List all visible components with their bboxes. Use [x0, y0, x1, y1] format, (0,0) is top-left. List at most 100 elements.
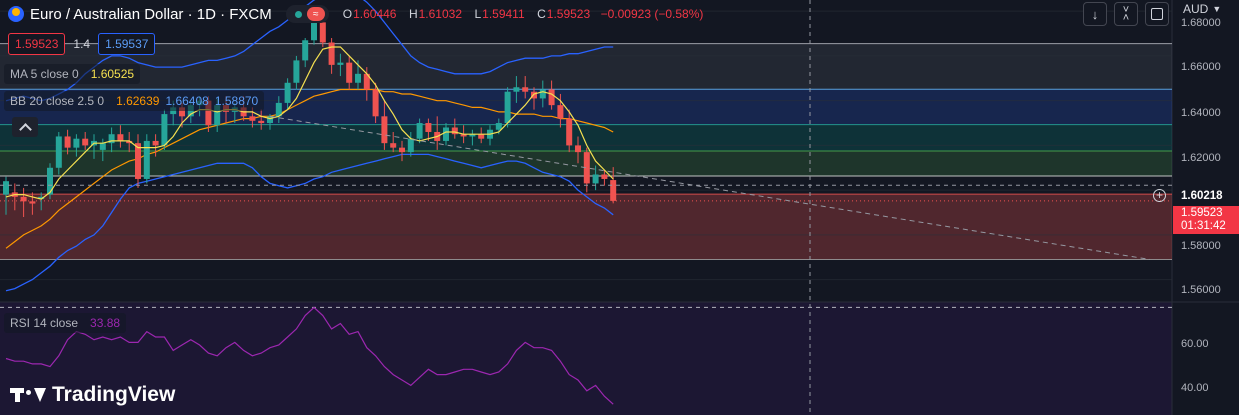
- candle-body: [381, 116, 388, 144]
- price-tick: 1.64000: [1181, 107, 1221, 119]
- collapse-legend-button[interactable]: [12, 117, 38, 137]
- brand-name: TradingView: [52, 383, 176, 406]
- candle-body: [346, 62, 353, 83]
- candle-body: [443, 127, 449, 141]
- candle-body: [566, 118, 573, 146]
- bar-countdown: 01:31:42: [1181, 220, 1226, 232]
- arrow-down-icon: ↓: [1091, 6, 1099, 22]
- bb-upper-value: 1.66408: [165, 94, 209, 108]
- candle-body: [205, 100, 212, 126]
- candle-body: [161, 114, 168, 146]
- candle-body: [284, 82, 291, 103]
- trade-panel: 1.59523 1.4 1.59537: [8, 32, 156, 56]
- candle-body: [275, 102, 282, 117]
- candle-body: [29, 201, 36, 204]
- candle-body: [416, 123, 423, 139]
- ma-label: MA 5 close 0: [10, 67, 79, 81]
- candle-body: [478, 134, 485, 139]
- candle-body: [451, 127, 458, 135]
- candle-body: [539, 89, 546, 99]
- candle-body: [601, 174, 608, 179]
- ma5-line: [5, 46, 614, 200]
- candle-body: [47, 167, 53, 195]
- ohlc-readout: O1.60446 H1.61032 L1.59411 C1.59523 −0.0…: [335, 5, 704, 23]
- close-value: 1.59523: [546, 7, 591, 21]
- change-value: −0.00923 (−0.58%): [600, 7, 704, 21]
- candle-body: [249, 116, 256, 121]
- candle-body: [64, 136, 71, 148]
- bb-label: BB 20 close 2.5 0: [10, 94, 105, 108]
- open-label: O: [342, 7, 353, 21]
- rsi-tick: 60.00: [1181, 338, 1209, 350]
- bb-legend[interactable]: BB 20 close 2.5 0 1.62639 1.66408 1.5887…: [4, 91, 265, 111]
- ma-legend[interactable]: MA 5 close 0 1.60525: [4, 64, 141, 84]
- maximize-icon: [1151, 8, 1163, 20]
- chevron-up-icon: [18, 122, 32, 136]
- bb-lower-line: [5, 153, 614, 292]
- rsi-pane-bg: [0, 302, 1172, 415]
- candle-body: [126, 140, 133, 144]
- collapse-pane-button[interactable]: ˅ ˄: [1114, 2, 1138, 26]
- bb-mid-line: [5, 88, 614, 249]
- candle-body: [583, 152, 590, 184]
- tradingview-logo[interactable]: TradingView: [10, 383, 175, 407]
- rsi-tick: 40.00: [1181, 382, 1209, 394]
- candle-body: [328, 42, 335, 65]
- buy-button[interactable]: 1.59537: [98, 33, 156, 55]
- bb-mid-value: 1.62639: [116, 94, 160, 108]
- price-zone: [0, 43, 1172, 90]
- candle-body: [592, 174, 599, 184]
- candle-body: [469, 134, 476, 137]
- candle-body: [311, 22, 317, 41]
- trend-line: [269, 115, 1151, 260]
- low-label: L: [474, 7, 482, 21]
- candle-body: [267, 116, 273, 124]
- candle-body: [531, 91, 537, 99]
- last-price-badge: 1.59523 01:31:42: [1173, 206, 1239, 234]
- maximize-pane-button[interactable]: [1145, 2, 1169, 26]
- chart-header: Euro / Australian Dollar · 1D · FXCM ≈ O…: [8, 4, 703, 24]
- spread-value: 1.4: [73, 37, 91, 51]
- price-zone: [0, 124, 1172, 151]
- candle-body: [82, 138, 89, 146]
- candle-body: [319, 22, 326, 43]
- market-open-dot-icon: [294, 10, 302, 18]
- tradingview-logo-icon: [10, 386, 46, 404]
- symbol-title[interactable]: Euro / Australian Dollar · 1D · FXCM: [30, 5, 272, 23]
- scroll-down-button[interactable]: ↓: [1083, 2, 1107, 26]
- price-tick: 1.68000: [1181, 17, 1221, 29]
- rsi-legend[interactable]: RSI 14 close 33.88: [4, 313, 127, 333]
- candle-body: [55, 136, 62, 168]
- open-value: 1.60446: [353, 7, 397, 21]
- candle-body: [99, 143, 106, 150]
- market-status-toggle[interactable]: ≈: [285, 5, 329, 23]
- crosshair-add-icon[interactable]: +: [1153, 189, 1166, 202]
- candle-body: [425, 123, 432, 132]
- price-tick: 1.62000: [1181, 152, 1221, 164]
- price-tick: 1.56000: [1181, 284, 1221, 296]
- candle-body: [495, 123, 502, 130]
- ma-value: 1.60525: [90, 67, 135, 81]
- currency-selector[interactable]: AUD ▼: [1183, 2, 1221, 16]
- candle-body: [390, 143, 397, 148]
- candle-body: [504, 91, 511, 124]
- currency-label: AUD: [1183, 2, 1209, 16]
- candle-body: [117, 134, 124, 141]
- high-label: H: [408, 7, 418, 21]
- candle-body: [73, 138, 80, 148]
- candle-body: [152, 140, 159, 146]
- candle-body: [214, 105, 221, 126]
- bb-lower-value: 1.58870: [214, 94, 259, 108]
- close-label: C: [537, 7, 546, 21]
- candle-body: [302, 40, 309, 61]
- price-tick: 1.66000: [1181, 61, 1221, 73]
- candle-body: [135, 143, 141, 179]
- symbol-logo-icon[interactable]: [8, 6, 24, 22]
- candle-body: [460, 134, 467, 137]
- candle-body: [20, 196, 27, 202]
- candle-body: [399, 147, 405, 153]
- sell-button[interactable]: 1.59523: [8, 33, 66, 55]
- low-value: 1.59411: [482, 7, 525, 21]
- candle-body: [337, 62, 344, 65]
